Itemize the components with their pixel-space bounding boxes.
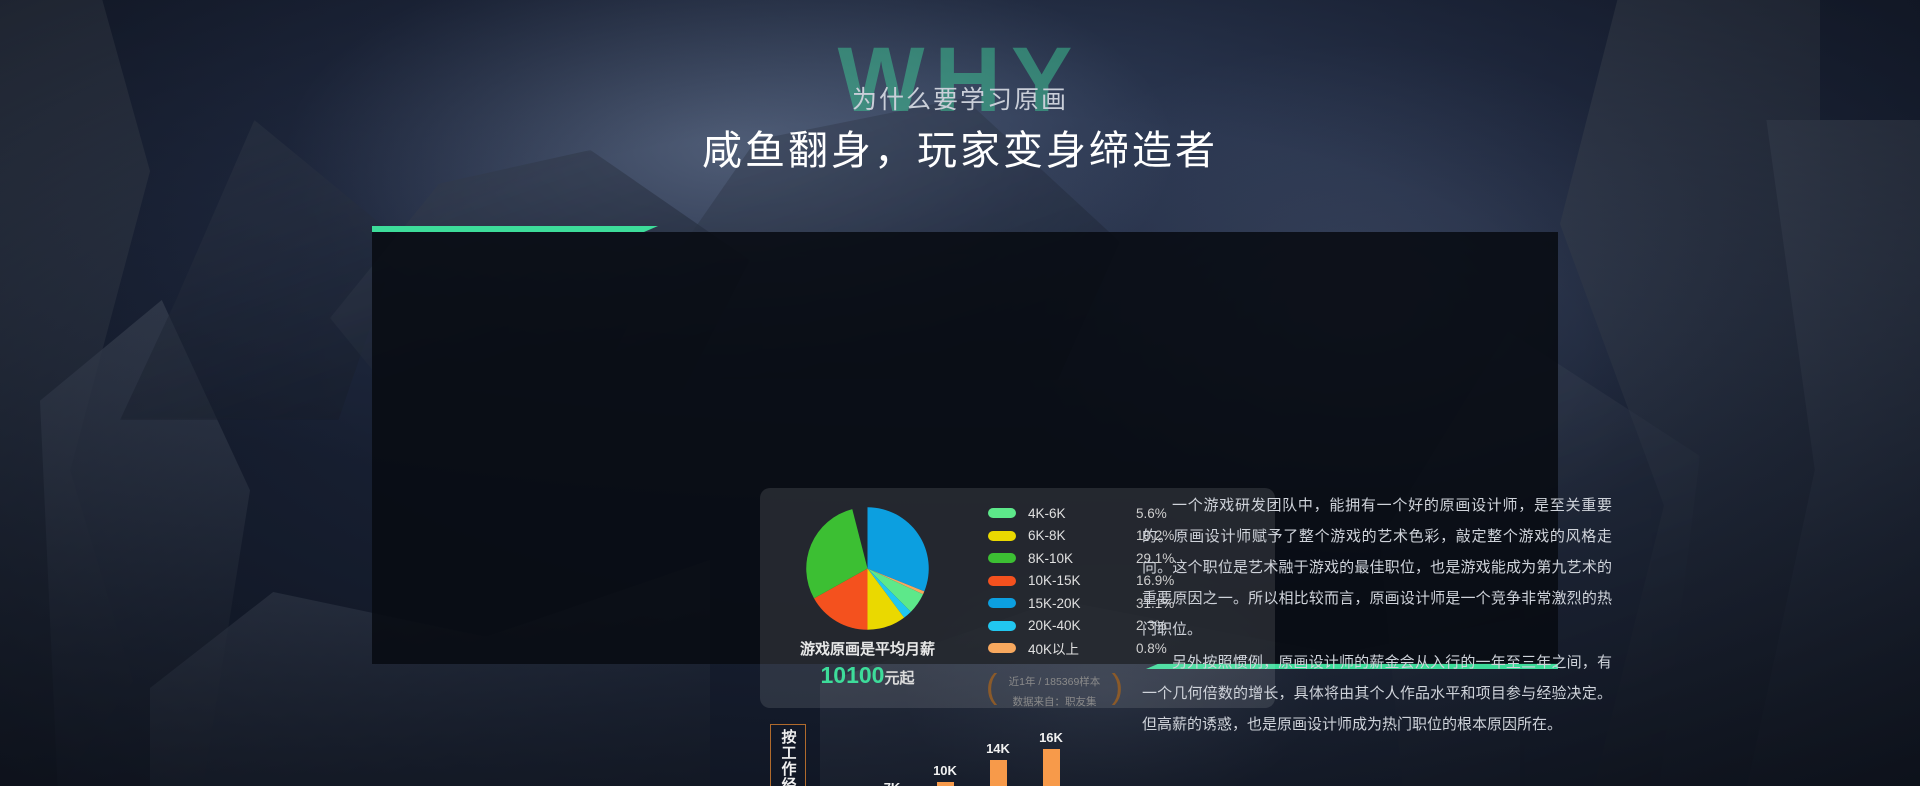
page-title: 咸鱼翻身，玩家变身缔造者: [702, 129, 1218, 173]
pie-average-number: 10100: [820, 662, 885, 688]
bar-value-label: 16K: [1039, 730, 1063, 746]
pie-slice: [867, 568, 911, 618]
content-panel: 游戏原画是平均月薪 10100元起 4K-6K 5.6% 6K-8K 10.2% 8K-…: [372, 232, 1612, 786]
legend-label: 8K-10K: [1028, 550, 1074, 566]
legend-item: 15K-20K 31.1%: [988, 592, 1174, 615]
legend-item: 8K-10K 29.1%: [988, 547, 1174, 570]
data-source-samples: 近1年 / 185369样本: [1008, 676, 1101, 688]
bar-rect: [936, 782, 954, 786]
pie-caption: 游戏原画是平均月薪: [799, 641, 935, 658]
legend-value: 2.3%: [1136, 618, 1167, 634]
panel-accent-top: [372, 226, 658, 232]
experience-bar-chart: 按工作经验统计 5K7K10K14K16K 应届生3-5年8-10年: [760, 716, 1280, 786]
paren-right: ): [1111, 668, 1123, 706]
feature-pill-group: 易入门需求大涨薪快: [1147, 780, 1637, 786]
article-paragraph-2: 另外按照惯例，原画设计师的薪金会从入行的一年至三年之间，有一个几何倍数的增长，具…: [1142, 654, 1612, 733]
pie-slice: [867, 507, 929, 592]
legend-swatch: [988, 575, 1016, 586]
bar-chart-bars: 5K7K10K14K16K: [820, 716, 1070, 786]
legend-item: 4K-6K 5.6%: [988, 502, 1174, 525]
legend-swatch: [988, 508, 1016, 519]
bar-column: 7K: [873, 780, 911, 786]
legend-value: 5.6%: [1136, 505, 1167, 521]
legend-swatch: [988, 620, 1016, 631]
pie-chart: [805, 506, 930, 631]
legend-swatch: [988, 598, 1016, 609]
legend-value: 29.1%: [1136, 550, 1175, 566]
bar-column: 16K: [1032, 730, 1070, 786]
bar-chart-vertical-label-text: 按工作经验统计: [779, 729, 797, 786]
legend-value: 31.1%: [1136, 595, 1175, 611]
pie-average-value: 10100元起: [760, 662, 975, 689]
pie-slice: [806, 509, 868, 599]
legend-label: 15K-20K: [1028, 595, 1081, 611]
bar-column: 10K: [926, 763, 964, 786]
pie-slice: [867, 568, 924, 612]
legend-value: 10.2%: [1136, 528, 1175, 544]
bar-rect: [989, 760, 1007, 786]
bar-column: 14K: [979, 741, 1017, 786]
legend-swatch: [988, 553, 1016, 564]
panel-accent-bottom: [1146, 663, 1558, 669]
legend-item: 6K-8K 10.2%: [988, 525, 1174, 548]
legend-swatch: [988, 530, 1016, 541]
watermark-text: WHY: [837, 29, 1083, 131]
pie-slice: [867, 568, 905, 630]
legend-label: 6K-8K: [1028, 528, 1066, 544]
article-body: 一个游戏研发团队中，能拥有一个好的原画设计师，是至关重要的。原画设计师赋予了整个…: [1142, 490, 1612, 740]
pie-slice: [814, 568, 868, 630]
pie-slice: [867, 568, 925, 595]
legend-value: 16.9%: [1136, 573, 1175, 589]
legend-label: 4K-6K: [1028, 505, 1066, 521]
salary-pie-card: 游戏原画是平均月薪 10100元起 4K-6K 5.6% 6K-8K 10.2% 8K-…: [760, 488, 1275, 708]
bar-value-label: 7K: [884, 780, 901, 786]
legend-item: 10K-15K 16.9%: [988, 570, 1174, 593]
bar-value-label: 14K: [986, 741, 1010, 757]
legend-label: 20K-40K: [1028, 618, 1081, 634]
hero-subtitle: 为什么要学习原画: [851, 86, 1068, 114]
legend-item: 20K-40K 2.3%: [988, 615, 1174, 638]
data-source-origin: 数据来自：职友集: [1012, 696, 1097, 708]
bar-chart-vertical-label: 按工作经验统计: [770, 724, 806, 786]
bar-rect: [1042, 749, 1060, 786]
legend-item: 40K以上 0.8%: [988, 637, 1174, 660]
pie-legend: 4K-6K 5.6% 6K-8K 10.2% 8K-10K 29.1% 10K-15K 16.…: [988, 502, 1174, 660]
legend-label: 10K-15K: [1028, 573, 1081, 589]
pie-average-unit: 元起: [884, 670, 915, 687]
paren-left: (: [986, 668, 998, 706]
pie-chart-svg: [806, 507, 929, 630]
bar-value-label: 10K: [933, 763, 957, 779]
legend-value: 0.8%: [1136, 640, 1167, 656]
data-source-note: ( ) 近1年 / 185369样本 数据来自：职友集: [986, 670, 1123, 712]
legend-swatch: [988, 643, 1016, 654]
article-paragraph-1: 一个游戏研发团队中，能拥有一个好的原画设计师，是至关重要的。原画设计师赋予了整个…: [1142, 497, 1612, 638]
legend-label: 40K以上: [1028, 642, 1080, 658]
